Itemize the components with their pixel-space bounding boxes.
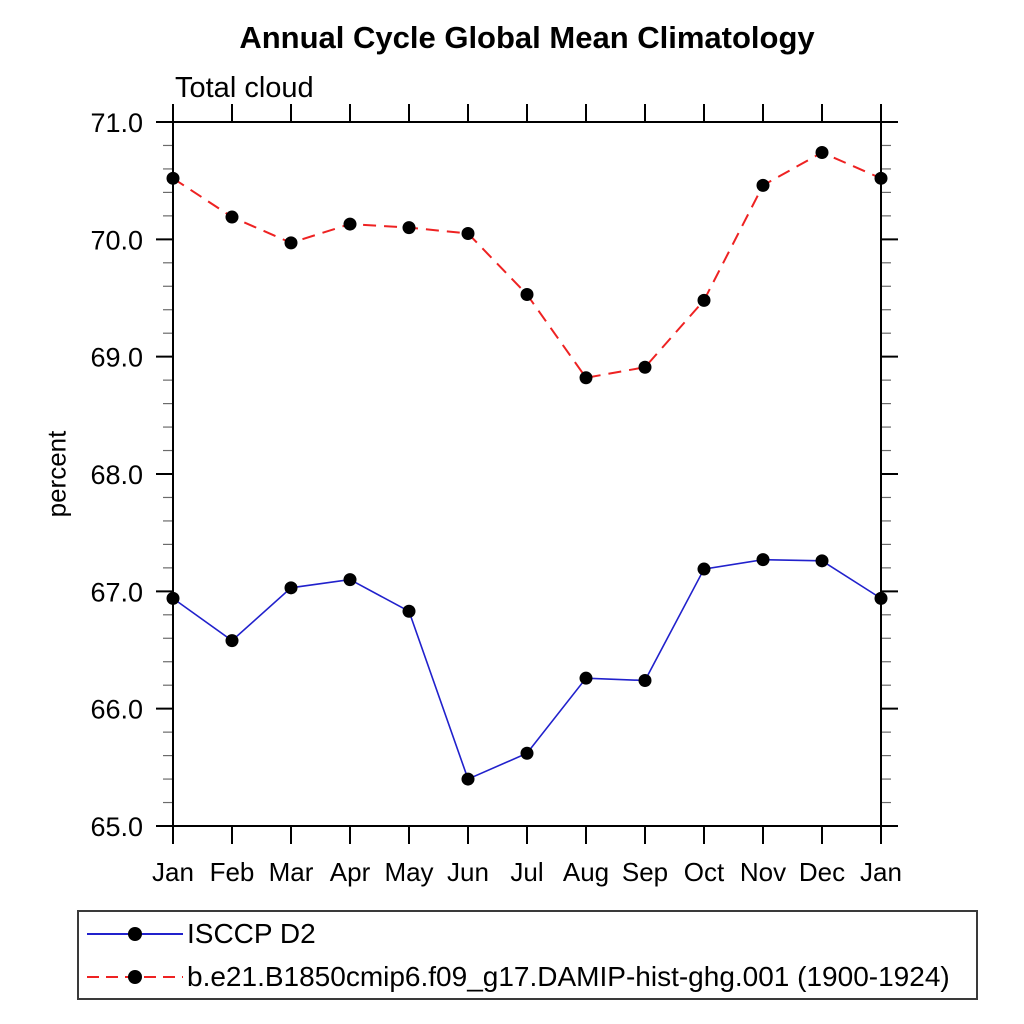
x-tick-label: Jul <box>510 857 543 887</box>
data-point <box>756 178 770 192</box>
plot-frame <box>172 121 882 827</box>
data-point <box>638 674 652 688</box>
data-point <box>520 746 534 760</box>
x-tick-label: Apr <box>330 857 371 887</box>
data-point <box>166 171 180 185</box>
series-line-1 <box>172 151 882 379</box>
data-point <box>874 591 888 605</box>
legend-label: ISCCP D2 <box>187 917 316 949</box>
data-point <box>284 236 298 250</box>
x-tick-label: Nov <box>740 857 786 887</box>
x-tick-label: Aug <box>563 857 609 887</box>
data-point <box>225 634 239 648</box>
data-point <box>402 221 416 235</box>
data-point <box>697 562 711 576</box>
data-point <box>579 371 593 385</box>
data-point <box>756 553 770 567</box>
data-point <box>697 293 711 307</box>
x-tick-label: Jan <box>152 857 194 887</box>
data-point <box>166 591 180 605</box>
series-line-0 <box>172 558 882 781</box>
x-tick-label: Dec <box>799 857 845 887</box>
y-tick-label: 70.0 <box>90 225 143 255</box>
legend-box: ISCCP D2 b.e21.B1850cmip6.f09_g17.DAMIP-… <box>77 910 978 1000</box>
data-point <box>402 604 416 618</box>
x-tick-label: Jun <box>447 857 489 887</box>
x-tick-label: Sep <box>622 857 668 887</box>
y-tick-label: 68.0 <box>90 460 143 490</box>
data-point <box>579 671 593 685</box>
y-tick-label: 69.0 <box>90 343 143 373</box>
data-point <box>284 581 298 595</box>
data-point <box>225 210 239 224</box>
data-point <box>461 226 475 240</box>
chart-title: Annual Cycle Global Mean Climatology <box>239 20 815 55</box>
data-point <box>874 171 888 185</box>
x-tick-label: Feb <box>210 857 255 887</box>
legend-swatch-solid-line-icon <box>87 926 183 941</box>
data-point <box>815 554 829 568</box>
data-point <box>815 146 829 160</box>
y-tick-label: 66.0 <box>90 695 143 725</box>
data-point <box>638 360 652 374</box>
x-tick-label: Jan <box>860 857 902 887</box>
legend-swatch-dashed-line-icon <box>87 969 183 984</box>
x-tick-label: Mar <box>269 857 314 887</box>
legend-label: b.e21.B1850cmip6.f09_g17.DAMIP-hist-ghg.… <box>187 960 950 992</box>
x-tick-label: May <box>384 857 433 887</box>
y-tick-label: 65.0 <box>90 812 143 842</box>
data-point <box>343 573 357 587</box>
y-tick-label: 71.0 <box>90 108 143 138</box>
data-point <box>520 287 534 301</box>
y-tick-label: 67.0 <box>90 577 143 607</box>
data-point <box>461 772 475 786</box>
legend-item-isccp: ISCCP D2 <box>79 912 976 955</box>
x-tick-label: Oct <box>684 857 725 887</box>
data-point <box>343 217 357 231</box>
legend-item-model: b.e21.B1850cmip6.f09_g17.DAMIP-hist-ghg.… <box>79 955 976 998</box>
chart-subtitle: Total cloud <box>175 72 314 104</box>
